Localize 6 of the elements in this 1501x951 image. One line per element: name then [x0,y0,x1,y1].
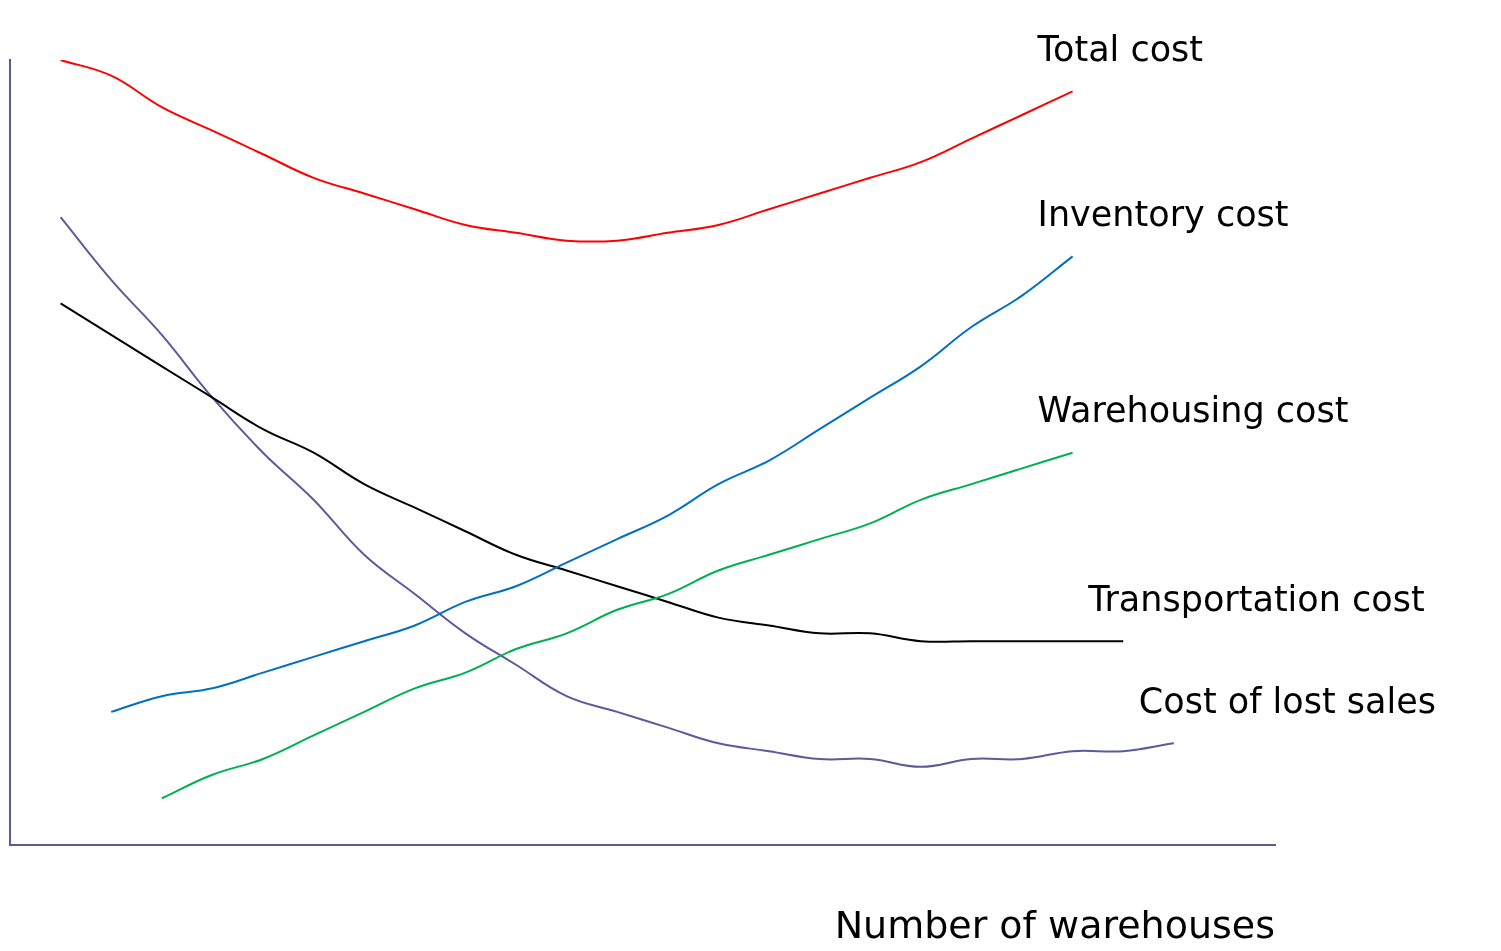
series-label: Warehousing cost [1037,390,1349,431]
series-label: Inventory cost [1037,193,1289,234]
series-label: Cost of lost sales [1138,680,1436,721]
x-axis-title: Number of warehouses [834,903,1275,948]
series-label: Total cost [1036,29,1204,70]
series-label: Transportation cost [1087,578,1425,619]
